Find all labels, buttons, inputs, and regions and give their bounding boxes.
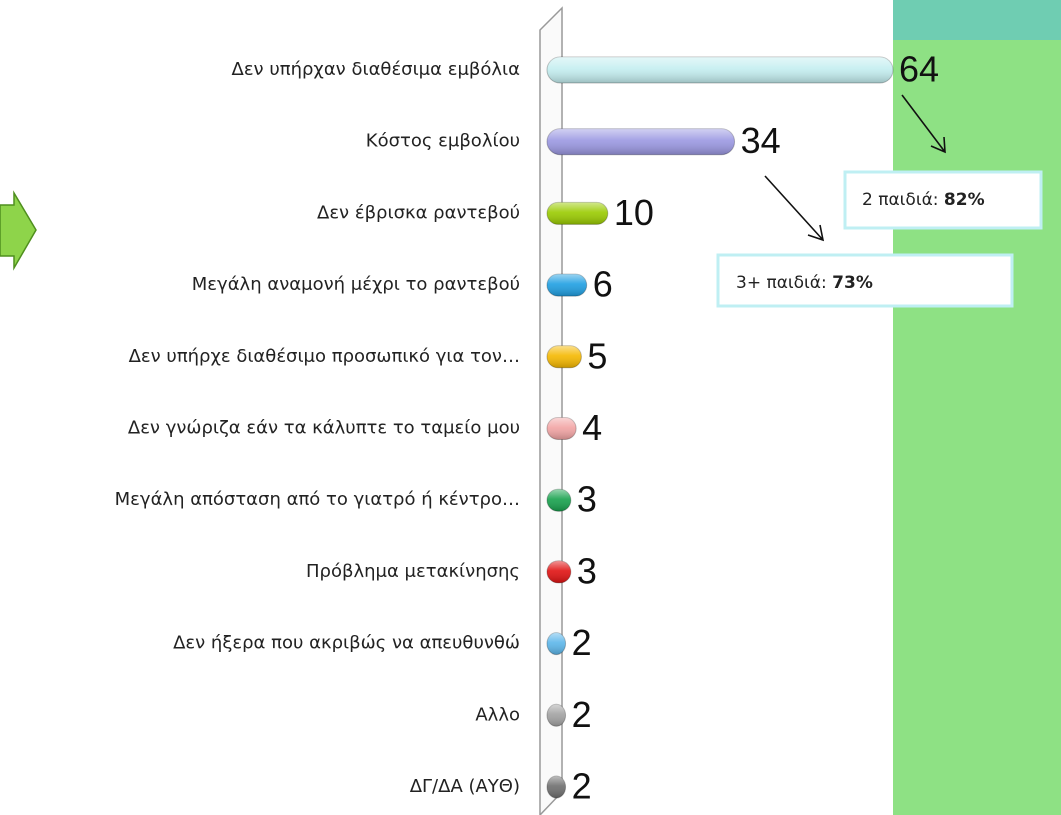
bar-shine (547, 633, 566, 655)
bar-shine (547, 704, 566, 726)
category-label: Κόστος εμβολίου (366, 131, 520, 152)
annotation-value: 82% (944, 190, 985, 210)
side-panel-top (893, 0, 1061, 40)
value-label: 34 (741, 120, 781, 161)
category-label: Δεν έβρισκα ραντεβού (317, 202, 520, 223)
bar-shine (547, 561, 571, 583)
value-label: 2 (572, 694, 592, 735)
bar-shine (547, 274, 587, 296)
annotation-value: 73% (832, 273, 873, 293)
bar-shine (547, 129, 735, 155)
category-label: Δεν γνώριζα εάν τα κάλυπτε το ταμείο μου (128, 418, 520, 439)
value-label: 4 (582, 407, 602, 448)
value-label: 3 (577, 550, 597, 591)
category-label: Μεγάλη απόσταση από το γιατρό ή κέντρο… (115, 489, 520, 510)
annotation: 3+ παιδιά: 73% (736, 273, 873, 293)
category-label: ΔΓ/ΔΑ (ΑΥΘ) (410, 776, 520, 797)
bar-shine (547, 346, 581, 368)
arrow (765, 176, 823, 240)
value-label: 3 (577, 479, 597, 520)
category-label: Πρόβλημα μετακίνησης (306, 561, 520, 582)
annotation-text: 3+ παιδιά: (736, 273, 827, 293)
bar-shine (547, 202, 608, 224)
category-label: Δεν υπήρχαν διαθέσιμα εμβόλια (232, 59, 520, 80)
chart: 2 παιδιά: 82% 3+ παιδιά: 73% Δεν υπήρχαν… (0, 0, 1061, 815)
category-label: Δεν υπήρχε διαθέσιμο προσωπικό για τον… (129, 346, 520, 367)
annotation-text: 2 παιδιά: (862, 190, 939, 210)
value-label: 10 (614, 192, 654, 233)
value-label: 2 (572, 622, 592, 663)
bar-shine (547, 489, 571, 511)
value-label: 5 (587, 335, 607, 376)
category-label: Μεγάλη αναμονή μέχρι το ραντεβού (192, 274, 520, 295)
bar-shine (547, 418, 576, 440)
value-label: 6 (593, 264, 613, 305)
annotation: 2 παιδιά: 82% (862, 190, 985, 210)
category-label: Αλλο (475, 704, 520, 725)
side-panel (893, 0, 1061, 815)
nav-arrow[interactable] (0, 193, 36, 268)
value-label: 2 (572, 766, 592, 807)
bar-shine (547, 57, 893, 83)
value-label: 64 (899, 49, 939, 90)
category-label: Δεν ήξερα που ακριβώς να απευθυνθώ (173, 633, 520, 654)
bar-shine (547, 776, 566, 798)
page: {"chart_data": {"type": "bar", "orientat… (0, 0, 1061, 815)
